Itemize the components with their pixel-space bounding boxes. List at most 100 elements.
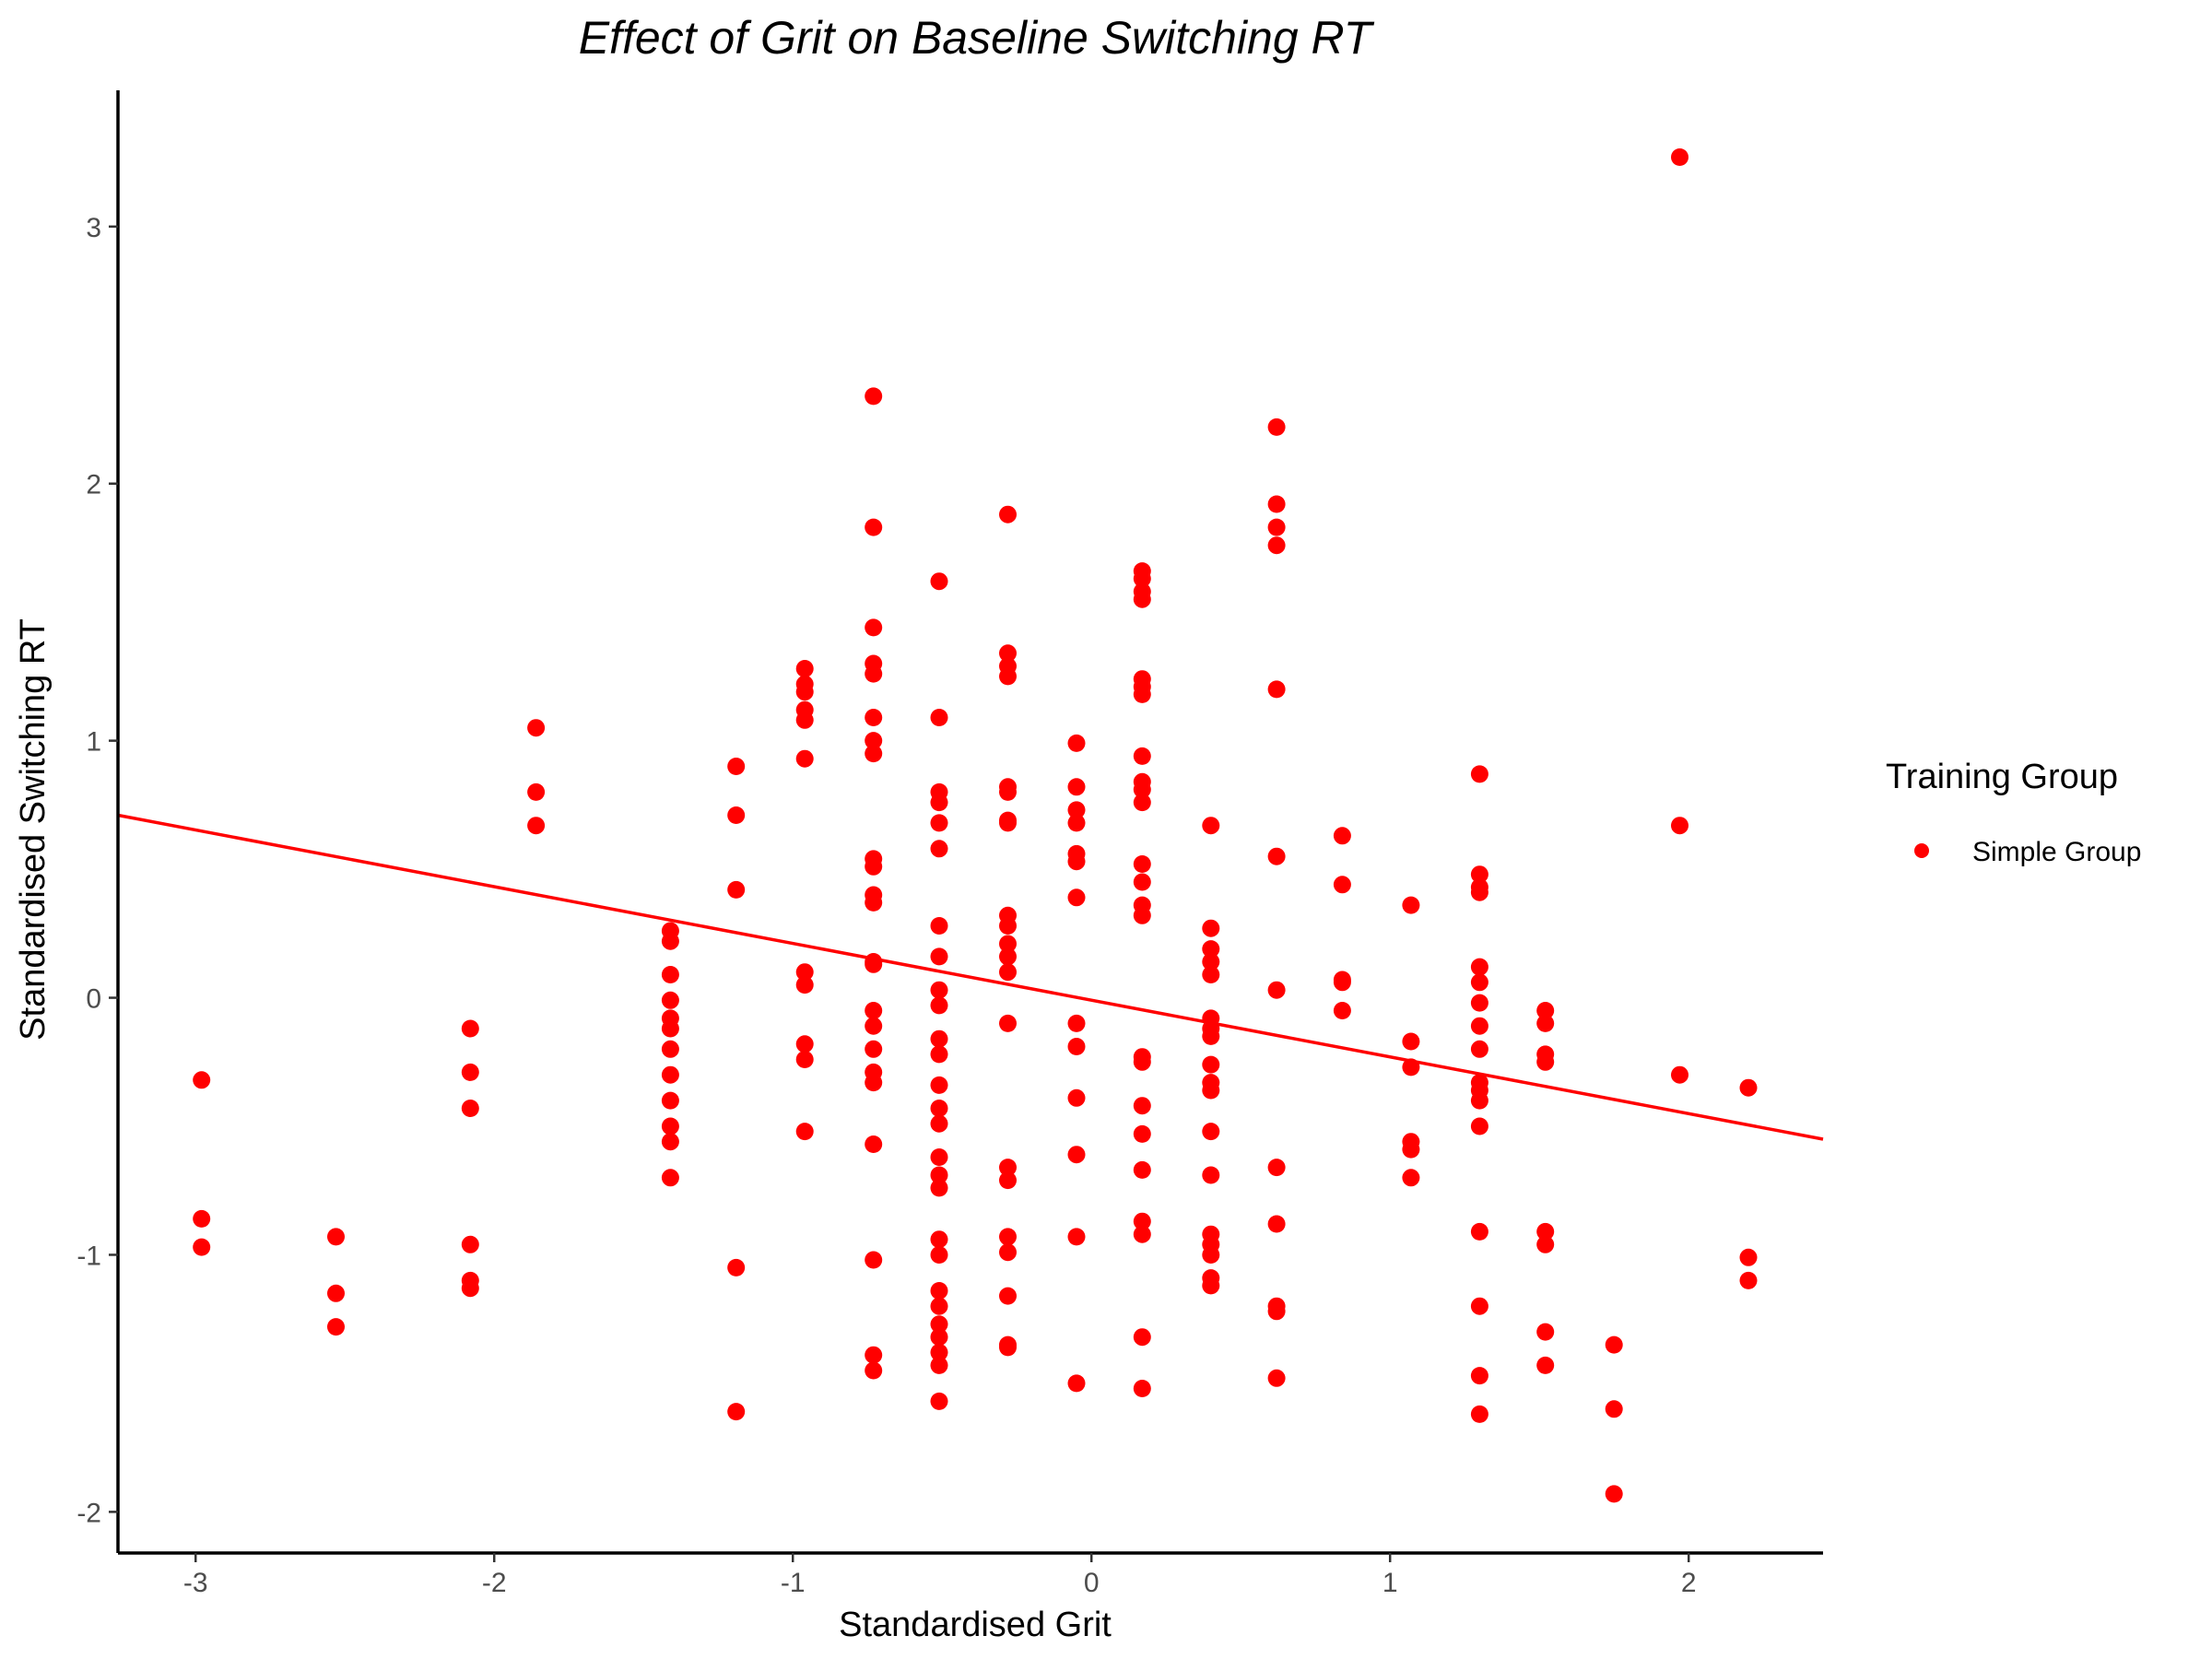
axes: -3 -2 -1 0 1 2 -2 -1 0 1 2 3: [76, 90, 1823, 1598]
data-point: [999, 667, 1017, 686]
data-point: [1202, 919, 1220, 937]
data-point: [999, 505, 1017, 524]
data-point: [999, 782, 1017, 801]
data-point: [1133, 1380, 1151, 1397]
legend-title: Training Group: [1886, 758, 2118, 796]
data-point: [1470, 865, 1488, 884]
data-point: [999, 1228, 1017, 1246]
data-point: [930, 1282, 948, 1300]
data-point: [1267, 981, 1286, 999]
data-point: [1067, 734, 1086, 752]
data-point: [527, 782, 546, 801]
data-point: [795, 749, 814, 768]
data-point: [1067, 1146, 1086, 1164]
data-point: [1470, 973, 1488, 992]
y-tick-label: 2: [86, 470, 101, 500]
data-point: [1133, 1124, 1151, 1143]
data-point: [461, 1063, 479, 1081]
data-point: [1402, 1169, 1420, 1187]
data-point: [1470, 1117, 1488, 1135]
data-point: [661, 991, 679, 1009]
data-point: [1267, 495, 1286, 513]
legend: Training Group Simple Group: [1886, 758, 2141, 867]
data-point: [999, 963, 1017, 982]
data-point: [930, 1179, 948, 1197]
data-point: [1470, 1367, 1488, 1385]
data-point: [930, 572, 948, 591]
data-point: [795, 1051, 814, 1068]
data-point: [1067, 1228, 1086, 1246]
data-point: [461, 1100, 479, 1117]
data-point: [1133, 873, 1151, 891]
data-point: [1133, 1097, 1151, 1115]
data-point: [930, 981, 948, 999]
data-point: [1267, 680, 1286, 699]
data-point: [1605, 1485, 1623, 1503]
data-point: [527, 719, 546, 737]
data-point: [727, 806, 746, 824]
data-point: [930, 1328, 948, 1347]
data-point: [795, 660, 814, 677]
data-point: [1133, 794, 1151, 812]
legend-key-simple-group: [1914, 843, 1929, 858]
data-point: [1402, 896, 1420, 914]
data-point: [930, 1166, 948, 1184]
data-point: [1536, 1014, 1555, 1032]
data-point: [1470, 1017, 1488, 1035]
data-point: [1133, 590, 1151, 608]
data-point: [1267, 1159, 1286, 1177]
data-point: [865, 857, 883, 876]
x-axis-title: Standardised Grit: [839, 1606, 1112, 1644]
data-point: [865, 1074, 883, 1092]
data-point: [1067, 853, 1086, 871]
data-point: [930, 1392, 948, 1410]
data-point: [1202, 1123, 1220, 1141]
data-point: [865, 1361, 883, 1380]
data-point: [930, 1343, 948, 1361]
data-point: [527, 817, 546, 835]
data-point: [1133, 1225, 1151, 1243]
data-point: [930, 840, 948, 858]
data-point: [1133, 747, 1151, 765]
data-point: [1605, 1400, 1623, 1418]
data-point: [1067, 778, 1086, 796]
data-point: [1133, 1212, 1151, 1230]
data-point: [1133, 1328, 1151, 1347]
data-point: [1605, 1335, 1623, 1354]
data-point: [661, 966, 679, 983]
data-point: [930, 947, 948, 966]
data-point: [865, 618, 883, 637]
data-point: [865, 1251, 883, 1269]
data-point: [1202, 966, 1220, 983]
data-point: [1267, 518, 1286, 536]
data-point: [1536, 1002, 1555, 1019]
data-point: [327, 1318, 345, 1336]
data-point: [865, 1135, 883, 1153]
data-point: [1739, 1078, 1758, 1097]
data-point: [1067, 1088, 1086, 1107]
data-point: [795, 1035, 814, 1053]
data-point: [1202, 817, 1220, 835]
data-point: [327, 1228, 345, 1246]
data-point: [1133, 855, 1151, 873]
data-point: [930, 917, 948, 935]
x-tick-label: 0: [1084, 1568, 1100, 1598]
data-point: [1536, 1235, 1555, 1253]
data-point: [1267, 1302, 1286, 1321]
data-point: [999, 814, 1017, 832]
data-point: [661, 1169, 679, 1187]
data-point: [930, 1315, 948, 1334]
data-point: [930, 1114, 948, 1133]
y-tick-label: 1: [86, 727, 101, 758]
data-point: [1470, 1405, 1488, 1423]
data-point: [930, 794, 948, 812]
data-point: [795, 683, 814, 701]
data-point: [1133, 685, 1151, 703]
data-point: [1470, 958, 1488, 976]
data-point: [1267, 847, 1286, 865]
y-axis-title: Standardised Switching RT: [14, 618, 53, 1041]
data-point: [865, 709, 883, 726]
data-point: [930, 1246, 948, 1264]
data-point: [865, 387, 883, 406]
